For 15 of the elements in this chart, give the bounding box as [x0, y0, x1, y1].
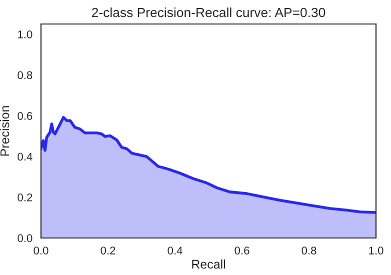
x-tick-label: 1.0 — [369, 246, 384, 254]
chart-title: 2-class Precision-Recall curve: AP=0.30 — [92, 7, 326, 18]
x-tick-label: 0.6 — [234, 246, 250, 254]
x-tick-label: 0.8 — [302, 246, 316, 254]
y-tick-label: 0.8 — [18, 71, 32, 80]
y-tick-label: 0.6 — [18, 112, 32, 120]
y-axis-title: Precision — [0, 106, 10, 156]
y-tick-label: 1.0 — [18, 30, 32, 38]
x-tick-label: 0.0 — [34, 246, 48, 254]
y-tick-label: 0.2 — [18, 194, 32, 202]
x-tick-label: 0.2 — [100, 246, 116, 254]
x-tick-label: 0.4 — [168, 246, 182, 254]
y-tick-label: 0.0 — [18, 234, 32, 242]
x-axis-title: Recall — [192, 259, 226, 269]
y-tick-label: 0.4 — [18, 152, 32, 161]
